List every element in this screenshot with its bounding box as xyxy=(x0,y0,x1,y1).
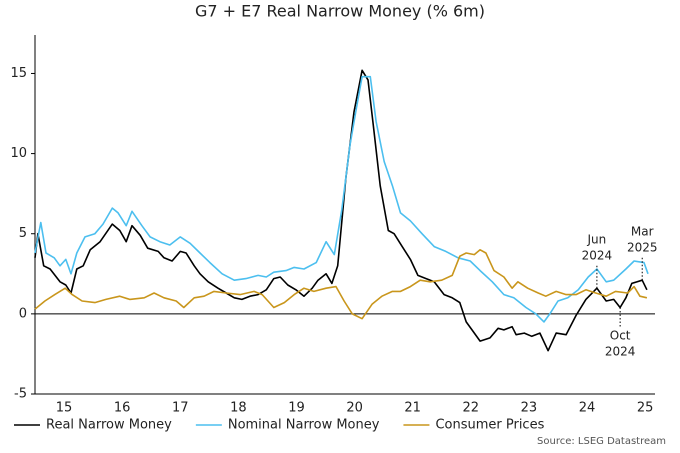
x-tick-label: 20 xyxy=(346,401,363,416)
annotation: Mar xyxy=(631,225,654,239)
legend-label: Nominal Narrow Money xyxy=(228,418,380,433)
series-line xyxy=(34,249,648,320)
x-tick-label: 17 xyxy=(172,401,189,416)
annotation: 2024 xyxy=(605,344,636,358)
annotation: 2024 xyxy=(582,249,613,263)
x-tick-label: 18 xyxy=(230,401,247,416)
annotation: Oct xyxy=(610,328,631,342)
annotation: Jun xyxy=(587,233,607,247)
annotation: 2025 xyxy=(627,241,658,255)
x-tick-label: 19 xyxy=(288,401,305,416)
x-tick-label: 23 xyxy=(521,401,538,416)
source: Source: LSEG Datastream xyxy=(537,436,666,447)
x-tick-label: 16 xyxy=(114,401,131,416)
x-tick-label: 22 xyxy=(463,401,480,416)
series-line xyxy=(34,69,648,352)
series-line xyxy=(34,75,649,323)
legend-label: Consumer Prices xyxy=(435,418,544,433)
legend-label: Real Narrow Money xyxy=(46,418,172,433)
x-tick-label: 25 xyxy=(637,401,654,416)
x-tick-label: 15 xyxy=(56,401,73,416)
y-tick-label: 15 xyxy=(10,66,27,81)
y-tick-label: -5 xyxy=(14,387,27,402)
x-tick-label: 21 xyxy=(404,401,421,416)
chart-title: G7 + E7 Real Narrow Money (% 6m) xyxy=(195,2,485,21)
y-tick-label: 0 xyxy=(19,306,27,321)
y-tick-label: 10 xyxy=(10,146,27,161)
y-tick-label: 5 xyxy=(19,226,27,241)
x-tick-label: 24 xyxy=(579,401,596,416)
